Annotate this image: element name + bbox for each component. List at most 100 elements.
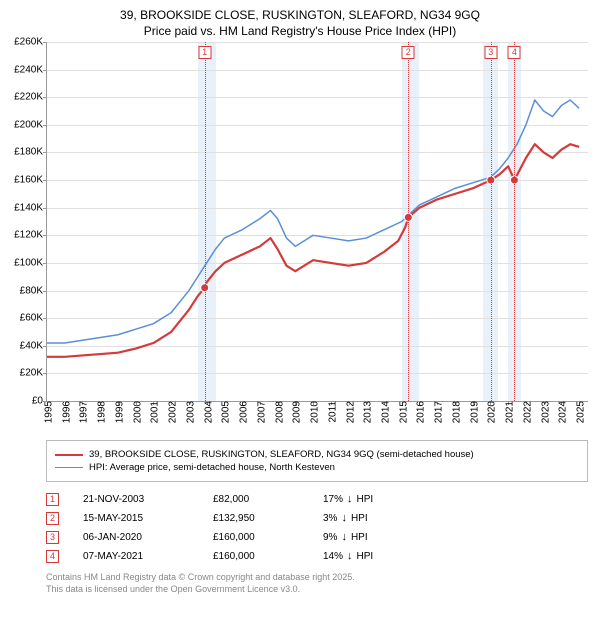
x-tick-label: 2011 (323, 401, 338, 423)
x-tick-label: 1999 (110, 401, 125, 423)
sales-diff: 14% ↓ HPI (323, 551, 373, 562)
plot-area: £0£20K£40K£60K£80K£100K£120K£140K£160K£1… (46, 42, 588, 402)
x-tick-label: 2015 (394, 401, 409, 423)
marker-line (408, 42, 409, 401)
sales-table: 121-NOV-2003£82,00017%↓HPI215-MAY-2015£1… (46, 490, 588, 566)
x-tick-label: 1998 (93, 401, 108, 423)
y-tick-label: £120K (14, 230, 47, 241)
sales-diff: 9% ↓ HPI (323, 532, 368, 543)
x-tick-label: 2010 (306, 401, 321, 423)
footer-attribution: Contains HM Land Registry data © Crown c… (46, 572, 588, 595)
sales-diff-pct: 3% (323, 513, 337, 524)
sales-diff-suffix: HPI (351, 513, 368, 524)
footer-line2: This data is licensed under the Open Gov… (46, 584, 588, 596)
x-tick-label: 1997 (75, 401, 90, 423)
footer-line1: Contains HM Land Registry data © Crown c… (46, 572, 588, 584)
x-tick-label: 2020 (483, 401, 498, 423)
chart-title: 39, BROOKSIDE CLOSE, RUSKINGTON, SLEAFOR… (0, 0, 600, 42)
x-tick-label: 2009 (288, 401, 303, 423)
x-tick-label: 2007 (252, 401, 267, 423)
sales-row: 1 21-NOV-2003£82,00017% ↓ HPI (46, 490, 588, 509)
x-tick-label: 2002 (164, 401, 179, 423)
marker-line (205, 42, 206, 401)
x-tick-label: 2004 (199, 401, 214, 423)
series-line-hpi (47, 100, 579, 343)
sales-diff: 3% ↓ HPI (323, 513, 368, 524)
x-tick-label: 2005 (217, 401, 232, 423)
x-tick-label: 2018 (447, 401, 462, 423)
y-tick-label: £20K (20, 368, 47, 379)
marker-badge: 4 (508, 46, 521, 59)
sales-diff-pct: 17% (323, 494, 343, 505)
legend-item-hpi: HPI: Average price, semi-detached house,… (55, 462, 579, 473)
arrow-down-icon: ↓ (347, 551, 353, 562)
sales-row: 4 07-MAY-2021£160,00014% ↓ HPI (46, 547, 588, 566)
y-tick-label: £80K (20, 285, 47, 296)
y-tick-label: £40K (20, 340, 47, 351)
arrow-down-icon: ↓ (341, 513, 347, 524)
x-tick-label: 2025 (572, 401, 587, 423)
legend-label-hpi: HPI: Average price, semi-detached house,… (89, 462, 335, 473)
title-subtitle: Price paid vs. HM Land Registry's House … (10, 24, 590, 38)
sales-date: 06-JAN-2020 (83, 532, 213, 543)
x-tick-label: 1996 (57, 401, 72, 423)
sales-diff-pct: 14% (323, 551, 343, 562)
arrow-down-icon: ↓ (347, 494, 353, 505)
series-line-price (47, 144, 579, 357)
y-tick-label: £220K (14, 92, 47, 103)
chart-container: 39, BROOKSIDE CLOSE, RUSKINGTON, SLEAFOR… (0, 0, 600, 620)
x-tick-label: 2017 (430, 401, 445, 423)
sales-badge: 1 (46, 493, 59, 506)
x-tick-label: 2008 (270, 401, 285, 423)
legend-swatch-hpi (55, 467, 83, 468)
marker-badge: 2 (402, 46, 415, 59)
marker-line (491, 42, 492, 401)
sales-diff-suffix: HPI (357, 551, 374, 562)
sales-date: 15-MAY-2015 (83, 513, 213, 524)
legend-item-price: 39, BROOKSIDE CLOSE, RUSKINGTON, SLEAFOR… (55, 449, 579, 460)
x-tick-label: 2024 (554, 401, 569, 423)
x-tick-label: 2006 (235, 401, 250, 423)
sales-price: £82,000 (213, 494, 323, 505)
x-tick-label: 2021 (501, 401, 516, 423)
marker-line (514, 42, 515, 401)
legend-swatch-price (55, 454, 83, 456)
y-tick-label: £240K (14, 64, 47, 75)
x-tick-label: 2022 (518, 401, 533, 423)
sales-price: £160,000 (213, 551, 323, 562)
x-tick-label: 2003 (181, 401, 196, 423)
sales-row: 215-MAY-2015£132,9503%↓HPI (46, 509, 588, 528)
legend: 39, BROOKSIDE CLOSE, RUSKINGTON, SLEAFOR… (46, 440, 588, 482)
sales-price: £160,000 (213, 532, 323, 543)
sales-date: 21-NOV-2003 (83, 494, 213, 505)
sales-row: 3 06-JAN-2020£160,0009% ↓ HPI (46, 528, 588, 547)
sales-diff-suffix: HPI (357, 494, 374, 505)
sales-diff-pct: 9% (323, 532, 337, 543)
x-tick-label: 2001 (146, 401, 161, 423)
y-tick-label: £100K (14, 257, 47, 268)
sales-badge: 3 (46, 531, 59, 544)
x-tick-label: 2013 (359, 401, 374, 423)
sales-date: 07-MAY-2021 (83, 551, 213, 562)
x-tick-label: 2023 (536, 401, 551, 423)
sales-price: £132,950 (213, 513, 323, 524)
marker-badge: 3 (484, 46, 497, 59)
x-tick-label: 2016 (412, 401, 427, 423)
title-address: 39, BROOKSIDE CLOSE, RUSKINGTON, SLEAFOR… (10, 8, 590, 22)
sales-diff-suffix: HPI (351, 532, 368, 543)
x-tick-label: 2012 (341, 401, 356, 423)
arrow-down-icon: ↓ (341, 532, 347, 543)
y-tick-label: £140K (14, 202, 47, 213)
y-tick-label: £160K (14, 175, 47, 186)
y-tick-label: £60K (20, 313, 47, 324)
chart-svg (47, 42, 588, 401)
x-tick-label: 2014 (377, 401, 392, 423)
marker-badge: 1 (198, 46, 211, 59)
sales-badge: 4 (46, 550, 59, 563)
x-tick-label: 1995 (40, 401, 55, 423)
x-tick-label: 2000 (128, 401, 143, 423)
y-tick-label: £180K (14, 147, 47, 158)
y-tick-label: £200K (14, 119, 47, 130)
sales-diff: 17% ↓ HPI (323, 494, 373, 505)
legend-label-price: 39, BROOKSIDE CLOSE, RUSKINGTON, SLEAFOR… (89, 449, 474, 460)
